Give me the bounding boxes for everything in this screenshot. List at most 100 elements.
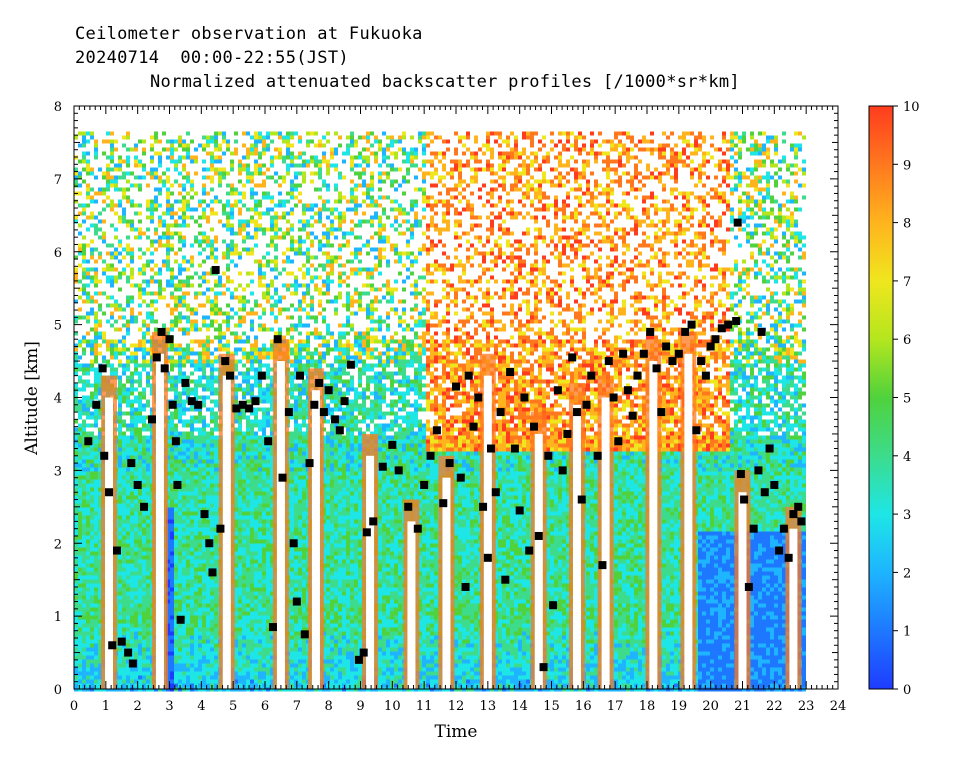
x-tick-label: 6: [261, 699, 269, 714]
cloud-base-marker: [657, 408, 666, 417]
cloud-base-marker: [593, 451, 602, 460]
y-tick-label: 3: [54, 464, 62, 479]
colorbar-tick-label: 2: [903, 566, 911, 581]
cloud-base-marker: [98, 364, 107, 373]
chart-title-station: Ceilometer observation at Fukuoka: [75, 24, 423, 44]
cloud-base-marker: [544, 451, 553, 460]
cloud-base-marker: [577, 495, 586, 504]
cloud-base-marker: [445, 459, 454, 468]
y-tick-label: 1: [54, 610, 62, 625]
cloud-base-marker: [208, 568, 217, 577]
cloud-base-marker: [461, 582, 470, 591]
cloud-base-marker: [331, 415, 340, 424]
colorbar-tick-label: 4: [903, 450, 911, 465]
cloud-base-markers: [84, 218, 806, 672]
cloud-base-marker: [432, 426, 441, 435]
cloud-base-marker: [464, 371, 473, 380]
cloud-base-marker: [487, 444, 496, 453]
cloud-base-marker: [340, 397, 349, 406]
cloud-base-marker: [124, 648, 133, 657]
cloud-base-marker: [278, 473, 287, 482]
cloud-base-marker: [784, 553, 793, 562]
cloud-base-marker: [128, 659, 137, 668]
axes: 0 1 2 3 4 5 6 7 8 9 10 11 12 13 14 15 16 17 18 19 20 21 22 23 24…: [54, 100, 847, 714]
cloud-base-marker: [127, 459, 136, 468]
cloud-base-marker: [717, 324, 726, 333]
heatmap-field: [74, 131, 806, 692]
cloud-core: [738, 492, 747, 689]
cloud-base-marker: [619, 349, 628, 358]
x-tick-label: 21: [734, 699, 751, 714]
cloud-base-marker: [604, 357, 613, 366]
cloud-base-marker: [105, 488, 114, 497]
cloud-core: [534, 433, 543, 689]
cloud-core: [407, 521, 416, 689]
cloud-base-marker: [711, 335, 720, 344]
cloud-base-marker: [225, 371, 234, 380]
cloud-base-marker: [221, 357, 230, 366]
cloud-base-marker: [289, 539, 298, 548]
cloud-base-marker: [539, 663, 548, 672]
cloud-core: [155, 353, 164, 689]
cloud-base-marker: [623, 386, 632, 395]
cloud-core: [789, 528, 798, 689]
y-tick-label: 7: [54, 173, 62, 188]
x-tick-label: 22: [766, 699, 783, 714]
cloud-base-marker: [779, 524, 788, 533]
cloud-core: [649, 361, 658, 689]
cloud-base-marker: [754, 466, 763, 475]
cloud-base-marker: [587, 371, 596, 380]
cloud-base-marker: [701, 371, 710, 380]
cloud-base-marker: [310, 400, 319, 409]
colorbar-tick-label: 0: [903, 683, 911, 698]
cloud-base-marker: [614, 437, 623, 446]
chart-title-quantity: Normalized attenuated backscatter profil…: [150, 72, 740, 92]
cloud-base-marker: [117, 637, 126, 646]
cloud-base-marker: [232, 404, 241, 413]
colorbar-tick-label: 6: [903, 333, 911, 348]
cloud-base-marker: [100, 451, 109, 460]
x-tick-label: 14: [511, 699, 528, 714]
x-tick-label: 8: [325, 699, 333, 714]
cloud-base-marker: [491, 488, 500, 497]
cloud-base-marker: [749, 524, 758, 533]
cloud-base-marker: [108, 641, 117, 650]
cloud-base-marker: [662, 342, 671, 351]
colorbar-tick-label: 9: [903, 158, 911, 173]
x-tick-label: 16: [575, 699, 592, 714]
cloud-base-marker: [529, 422, 538, 431]
cloud-core: [276, 361, 285, 689]
x-tick-label: 18: [639, 699, 656, 714]
cloud-base-marker: [257, 371, 266, 380]
cloud-base-marker: [216, 524, 225, 533]
cloud-core: [442, 477, 451, 689]
x-tick-label: 11: [416, 699, 433, 714]
cloud-base-marker: [724, 320, 733, 329]
cloud-base-marker: [687, 320, 696, 329]
cloud-base-marker: [479, 502, 488, 511]
cloud-base-marker: [496, 408, 505, 417]
cloud-base-marker: [452, 382, 460, 391]
colorbar-tick-label: 8: [903, 217, 911, 232]
cloud-base-marker: [181, 378, 190, 387]
cloud-base-marker: [474, 393, 483, 402]
cloud-core: [572, 404, 581, 689]
x-tick-label: 3: [165, 699, 173, 714]
cloud-base-marker: [775, 546, 784, 555]
x-tick-label: 1: [102, 699, 110, 714]
cloud-base-marker: [84, 437, 93, 446]
cloud-base-marker: [194, 400, 203, 409]
cloud-base-marker: [469, 422, 478, 431]
colorbar-tick-label: 3: [903, 508, 911, 523]
cloud-base-marker: [733, 218, 742, 227]
cloud-base-marker: [510, 444, 519, 453]
cloud-base-marker: [346, 360, 355, 369]
cloud-base-marker: [681, 327, 690, 336]
cloud-core: [684, 353, 693, 689]
x-tick-label: 19: [671, 699, 688, 714]
cloud-base-marker: [147, 415, 156, 424]
cloud-base-marker: [736, 470, 745, 479]
cloud-base-marker: [112, 546, 121, 555]
cloud-base-marker: [324, 386, 333, 395]
cloud-base-marker: [628, 411, 637, 420]
